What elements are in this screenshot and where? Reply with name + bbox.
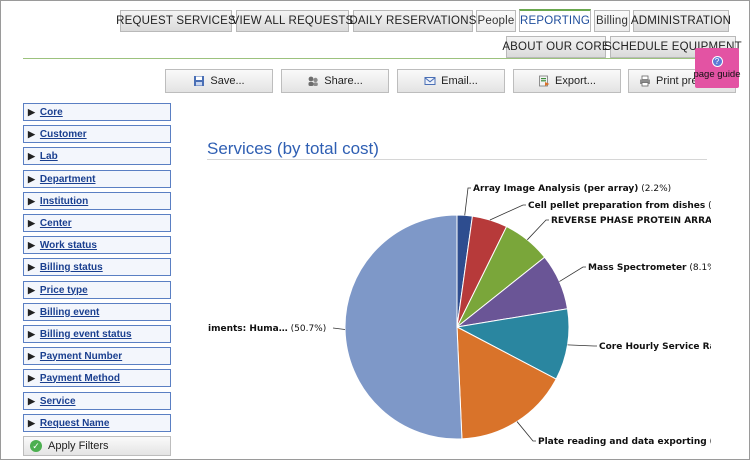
- filter-core[interactable]: ▶ Core: [23, 103, 171, 121]
- printer-icon: [640, 75, 650, 87]
- expand-arrow-icon: ▶: [28, 395, 35, 406]
- export-label: Export...: [555, 75, 596, 87]
- page-guide-button[interactable]: ? page guide: [693, 48, 741, 88]
- slice-label: REVERSE PHASE PROTEIN ARRAY (: [551, 216, 711, 226]
- expand-arrow-icon: ▶: [28, 195, 35, 206]
- expand-arrow-icon: ▶: [28, 150, 35, 161]
- export-icon: [539, 75, 550, 87]
- slice-label: Mass Spectrometer (8.1%): [588, 263, 711, 273]
- filter-label: Work status: [39, 239, 97, 251]
- expand-arrow-icon: ▶: [28, 217, 35, 228]
- slice-leader-line: [516, 421, 536, 442]
- save-label: Save...: [210, 75, 245, 87]
- filter-billing-status[interactable]: ▶ Billing status: [23, 258, 171, 276]
- filter-label: Billing event: [39, 306, 100, 318]
- filter-customer[interactable]: ▶ Customer: [23, 125, 171, 143]
- filter-center[interactable]: ▶ Center: [23, 214, 171, 232]
- pie-slice[interactable]: [455, 308, 570, 380]
- slice-label: iments: Huma… (50.7%): [208, 324, 326, 334]
- export-button[interactable]: Export...: [513, 69, 621, 93]
- share-button[interactable]: Share...: [281, 69, 389, 93]
- save-icon: [194, 76, 205, 86]
- slice-leader-line: [464, 187, 471, 216]
- filter-label: Price type: [39, 284, 88, 296]
- slice-leader-line: [527, 219, 549, 241]
- filter-label: Service: [39, 395, 76, 407]
- filter-payment-method[interactable]: ▶ Payment Method: [23, 369, 171, 387]
- nav-divider: [23, 58, 737, 59]
- filter-label: Core: [39, 106, 63, 118]
- chart-title: Services (by total cost): [207, 139, 379, 158]
- email-button[interactable]: Email...: [397, 69, 505, 93]
- filter-institution[interactable]: ▶ Institution: [23, 192, 171, 210]
- filter-payment-number[interactable]: ▶ Payment Number: [23, 347, 171, 365]
- nav-tab-billing[interactable]: Billing: [594, 10, 630, 32]
- slice-label: Plate reading and data exporting (16.: [538, 437, 711, 447]
- chart-title-rule: [207, 159, 707, 160]
- page-guide-label: page guide: [693, 69, 741, 80]
- email-label: Email...: [441, 75, 478, 87]
- nav-tab-about-our-core[interactable]: ABOUT OUR CORE: [502, 36, 610, 58]
- nav-tab-view-all-requests[interactable]: VIEW ALL REQUESTS: [232, 10, 353, 32]
- filter-work-status[interactable]: ▶ Work status: [23, 236, 171, 254]
- filter-label: Payment Number: [39, 350, 123, 362]
- filter-lab[interactable]: ▶ Lab: [23, 147, 171, 165]
- filter-label: Department: [39, 173, 96, 185]
- expand-arrow-icon: ▶: [28, 128, 35, 139]
- expand-arrow-icon: ▶: [28, 261, 35, 272]
- filter-label: Center: [39, 217, 72, 229]
- nav-tab-reporting[interactable]: REPORTING: [519, 9, 591, 32]
- filter-department[interactable]: ▶ Department: [23, 170, 171, 188]
- page-guide-icon: ?: [711, 56, 723, 67]
- share-label: Share...: [324, 75, 363, 87]
- filter-billing-event[interactable]: ▶ Billing event: [23, 303, 171, 321]
- apply-filters-label: Apply Filters: [48, 440, 109, 452]
- filter-label: Billing event status: [39, 328, 132, 340]
- nav-tab-people[interactable]: People: [476, 10, 516, 32]
- filter-price-type[interactable]: ▶ Price type: [23, 281, 171, 299]
- slice-leader-line: [489, 204, 526, 221]
- slice-label: Cell pellet preparation from dishes (5.1: [528, 201, 711, 211]
- expand-arrow-icon: ▶: [28, 350, 35, 361]
- apply-filters-button[interactable]: ✓ Apply Filters: [23, 436, 171, 456]
- filter-service[interactable]: ▶ Service: [23, 392, 171, 410]
- expand-arrow-icon: ▶: [28, 239, 35, 250]
- expand-arrow-icon: ▶: [28, 372, 35, 383]
- nav-tab-administration[interactable]: ADMINISTRATION: [631, 10, 731, 32]
- slice-leader-line: [567, 344, 597, 347]
- filter-label: Payment Method: [39, 372, 120, 384]
- expand-arrow-icon: ▶: [28, 328, 35, 339]
- filter-billing-event-status[interactable]: ▶ Billing event status: [23, 325, 171, 343]
- checkmark-icon: ✓: [30, 440, 42, 452]
- email-icon: [424, 77, 436, 85]
- nav-tab-request-services[interactable]: REQUEST SERVICES: [116, 10, 236, 32]
- expand-arrow-icon: ▶: [28, 306, 35, 317]
- filter-label: Customer: [39, 128, 87, 140]
- slice-leader-line: [559, 266, 586, 282]
- nav-tab-daily-reservations[interactable]: DAILY RESERVATIONS: [349, 10, 476, 32]
- share-icon: [308, 76, 319, 86]
- slice-label: Array Image Analysis (per array) (2.2%): [473, 184, 671, 194]
- filter-label: Request Name: [39, 417, 110, 429]
- filter-request-name[interactable]: ▶ Request Name: [23, 414, 171, 432]
- pie-chart: Array Image Analysis (per array) (2.2%) C…: [208, 184, 711, 447]
- slice-leader-line: [332, 327, 346, 330]
- save-button[interactable]: Save...: [165, 69, 273, 93]
- filter-label: Institution: [39, 195, 89, 207]
- expand-arrow-icon: ▶: [28, 173, 35, 184]
- slice-label: Core Hourly Service Rat: [599, 342, 711, 352]
- pie-slice[interactable]: [344, 214, 463, 440]
- expand-arrow-icon: ▶: [28, 106, 35, 117]
- expand-arrow-icon: ▶: [28, 284, 35, 295]
- filter-label: Billing status: [39, 261, 103, 273]
- filter-label: Lab: [39, 150, 58, 162]
- expand-arrow-icon: ▶: [28, 417, 35, 428]
